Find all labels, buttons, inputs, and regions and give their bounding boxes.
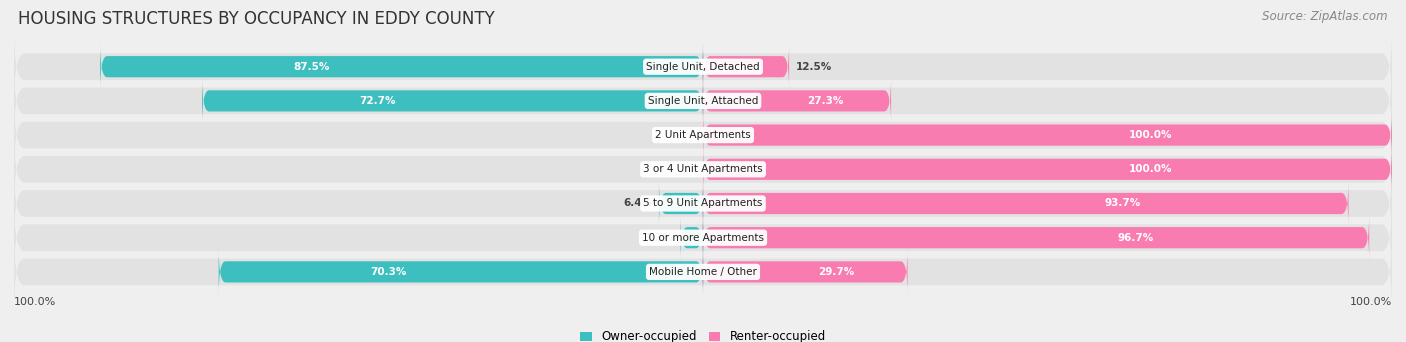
Text: 100.0%: 100.0% [1129, 130, 1173, 140]
FancyBboxPatch shape [100, 43, 703, 90]
Text: 96.7%: 96.7% [1118, 233, 1154, 243]
Text: 29.7%: 29.7% [818, 267, 853, 277]
Text: Single Unit, Detached: Single Unit, Detached [647, 62, 759, 72]
Text: 70.3%: 70.3% [370, 267, 406, 277]
FancyBboxPatch shape [14, 234, 1392, 310]
FancyBboxPatch shape [14, 200, 1392, 276]
Text: Source: ZipAtlas.com: Source: ZipAtlas.com [1263, 10, 1388, 23]
FancyBboxPatch shape [14, 63, 1392, 139]
FancyBboxPatch shape [659, 180, 703, 227]
FancyBboxPatch shape [14, 131, 1392, 207]
FancyBboxPatch shape [703, 111, 1392, 159]
Text: Mobile Home / Other: Mobile Home / Other [650, 267, 756, 277]
Legend: Owner-occupied, Renter-occupied: Owner-occupied, Renter-occupied [575, 326, 831, 342]
Text: 3.3%: 3.3% [644, 233, 673, 243]
Text: 87.5%: 87.5% [292, 62, 329, 72]
Text: 93.7%: 93.7% [1105, 198, 1140, 209]
Text: 6.4%: 6.4% [623, 198, 652, 209]
FancyBboxPatch shape [703, 77, 891, 124]
Text: 12.5%: 12.5% [796, 62, 832, 72]
Text: 100.0%: 100.0% [1129, 164, 1173, 174]
Text: 100.0%: 100.0% [1350, 297, 1392, 306]
FancyBboxPatch shape [219, 248, 703, 295]
FancyBboxPatch shape [14, 97, 1392, 173]
Text: Single Unit, Attached: Single Unit, Attached [648, 96, 758, 106]
FancyBboxPatch shape [703, 180, 1348, 227]
FancyBboxPatch shape [703, 248, 908, 295]
FancyBboxPatch shape [703, 146, 1392, 193]
Text: 10 or more Apartments: 10 or more Apartments [643, 233, 763, 243]
Text: 5 to 9 Unit Apartments: 5 to 9 Unit Apartments [644, 198, 762, 209]
FancyBboxPatch shape [681, 214, 703, 261]
Text: HOUSING STRUCTURES BY OCCUPANCY IN EDDY COUNTY: HOUSING STRUCTURES BY OCCUPANCY IN EDDY … [18, 10, 495, 28]
Text: 72.7%: 72.7% [359, 96, 395, 106]
Text: 2 Unit Apartments: 2 Unit Apartments [655, 130, 751, 140]
Text: 3 or 4 Unit Apartments: 3 or 4 Unit Apartments [643, 164, 763, 174]
Text: 100.0%: 100.0% [14, 297, 56, 306]
FancyBboxPatch shape [202, 77, 703, 124]
FancyBboxPatch shape [703, 43, 789, 90]
FancyBboxPatch shape [14, 29, 1392, 105]
FancyBboxPatch shape [14, 166, 1392, 241]
Text: 27.3%: 27.3% [807, 96, 844, 106]
FancyBboxPatch shape [703, 214, 1369, 261]
